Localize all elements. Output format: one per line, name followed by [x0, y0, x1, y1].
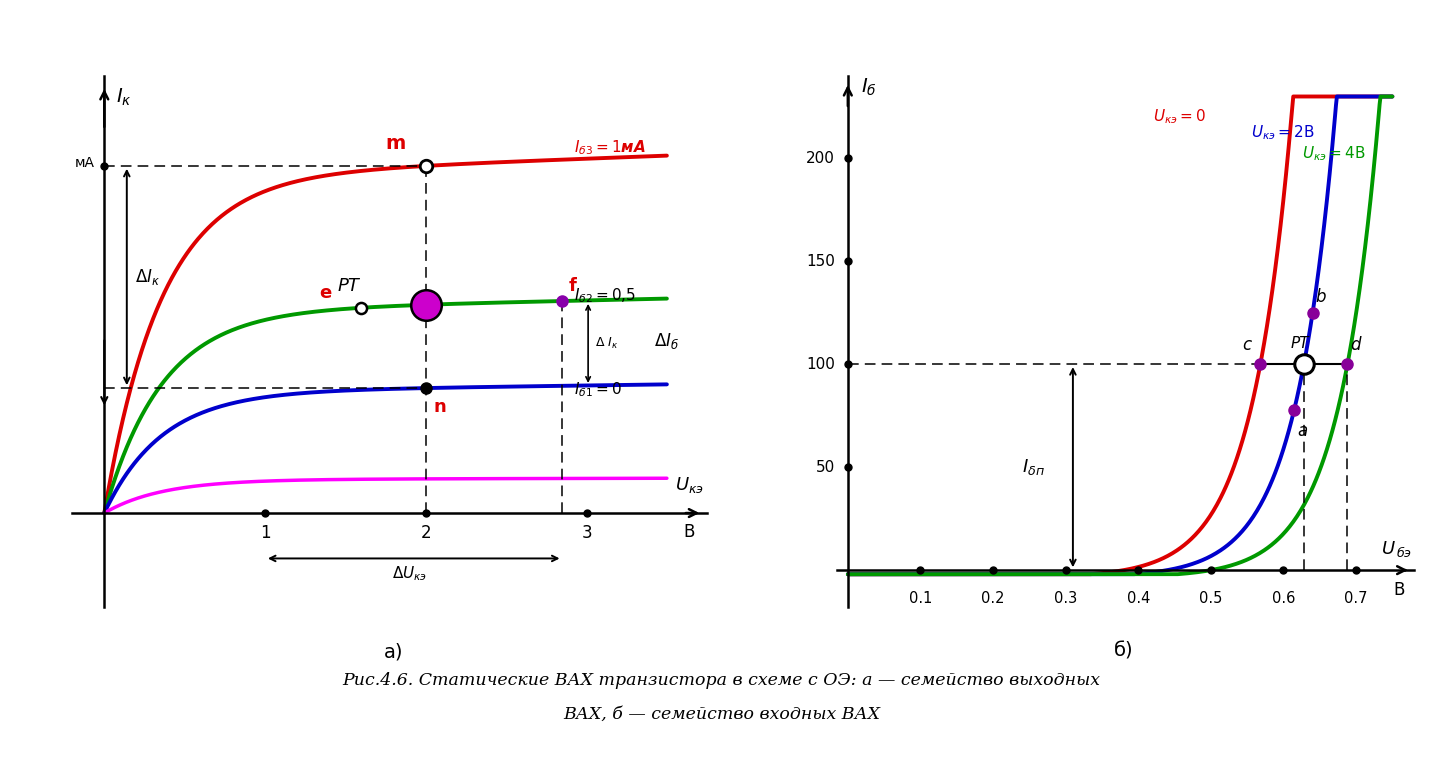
- Text: 200: 200: [805, 151, 834, 165]
- Text: $U_{\,б э}$: $U_{\,б э}$: [1381, 539, 1413, 559]
- Text: $U_{\kappa э}$: $U_{\kappa э}$: [675, 474, 704, 495]
- Text: $\Delta I_\kappa$: $\Delta I_\kappa$: [134, 267, 160, 287]
- Text: $I_{б2} = 0{,}5$: $I_{б2} = 0{,}5$: [574, 286, 635, 305]
- Text: Рис.4.6. Статические ВАХ транзистора в схеме с ОЭ: а — семейство выходных: Рис.4.6. Статические ВАХ транзистора в с…: [342, 672, 1101, 688]
- Text: а): а): [384, 643, 404, 662]
- Text: d: d: [1351, 335, 1361, 354]
- Text: 0.5: 0.5: [1199, 591, 1222, 606]
- Text: c: c: [1242, 335, 1251, 354]
- Text: 3: 3: [582, 524, 592, 542]
- Text: $\Delta\ I_\kappa$: $\Delta\ I_\kappa$: [595, 336, 618, 351]
- Text: $I_{\delta п}$: $I_{\delta п}$: [1022, 457, 1045, 477]
- Text: $I_{б3} = 1$мА: $I_{б3} = 1$мА: [574, 138, 645, 157]
- Text: б): б): [1114, 641, 1134, 660]
- Text: n: n: [434, 398, 446, 416]
- Text: 0.1: 0.1: [909, 591, 932, 606]
- Text: 0.6: 0.6: [1271, 591, 1296, 606]
- Text: 50: 50: [815, 460, 834, 474]
- Text: PT: PT: [338, 277, 359, 295]
- Text: $U_{\kappa э}=4\mathrm{В}$: $U_{\kappa э}=4\mathrm{В}$: [1302, 144, 1365, 163]
- Text: ВАХ, б — семейство входных ВАХ: ВАХ, б — семейство входных ВАХ: [563, 706, 880, 723]
- Text: $\Delta I_б$: $\Delta I_б$: [654, 332, 680, 351]
- Text: 2: 2: [420, 524, 431, 542]
- Text: 0.7: 0.7: [1345, 591, 1368, 606]
- Text: $I_{б1} = 0$: $I_{б1} = 0$: [574, 380, 622, 399]
- Text: 150: 150: [805, 254, 834, 269]
- Text: 0.4: 0.4: [1127, 591, 1150, 606]
- Text: 0.3: 0.3: [1053, 591, 1078, 606]
- Text: $I_б$: $I_б$: [861, 77, 876, 98]
- Text: PT: PT: [1291, 335, 1310, 351]
- Text: 100: 100: [805, 357, 834, 372]
- Text: мА: мА: [75, 156, 95, 169]
- Text: В: В: [683, 523, 694, 540]
- Text: $\Delta U_{\kappa э}$: $\Delta U_{\kappa э}$: [392, 565, 427, 584]
- Text: e: e: [320, 284, 332, 301]
- Text: $U_{\kappa э}=2\mathrm{В}$: $U_{\kappa э}=2\mathrm{В}$: [1251, 124, 1315, 143]
- Text: m: m: [385, 134, 405, 153]
- Text: f: f: [569, 277, 577, 295]
- Text: b: b: [1316, 288, 1326, 307]
- Text: a: a: [1297, 422, 1307, 440]
- Text: 0.2: 0.2: [981, 591, 1004, 606]
- Text: В: В: [1394, 581, 1405, 599]
- Text: 1: 1: [260, 524, 270, 542]
- Text: $I_\kappa$: $I_\kappa$: [115, 87, 131, 108]
- Text: $U_{\kappa э} = 0$: $U_{\kappa э} = 0$: [1153, 107, 1206, 126]
